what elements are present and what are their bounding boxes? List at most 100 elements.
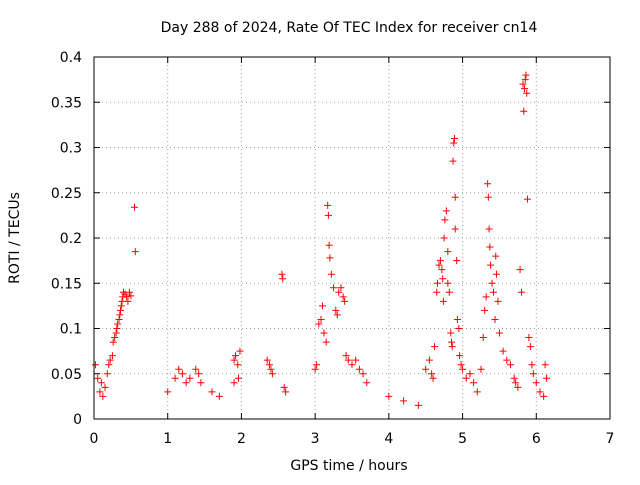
data-point bbox=[442, 207, 450, 215]
data-point bbox=[335, 288, 343, 296]
data-point bbox=[540, 392, 548, 400]
data-point bbox=[428, 370, 436, 378]
data-point bbox=[453, 315, 461, 323]
data-point bbox=[479, 334, 487, 342]
data-point bbox=[355, 365, 363, 373]
data-point bbox=[541, 361, 549, 369]
data-point bbox=[466, 370, 474, 378]
data-point bbox=[451, 193, 459, 201]
data-point bbox=[503, 356, 511, 364]
data-point bbox=[456, 352, 464, 360]
data-point bbox=[124, 297, 132, 305]
data-point bbox=[526, 343, 534, 351]
data-point bbox=[112, 329, 120, 337]
data-point bbox=[117, 306, 125, 314]
data-point bbox=[447, 329, 455, 337]
data-point bbox=[192, 365, 200, 373]
data-point bbox=[440, 234, 448, 242]
data-point bbox=[322, 338, 330, 346]
data-point bbox=[359, 370, 367, 378]
data-point bbox=[512, 379, 520, 387]
y-tick-label: 0.2 bbox=[60, 231, 82, 247]
x-tick-label: 4 bbox=[384, 431, 393, 447]
x-axis-ticks: 0 1 2 3 4 5 6 7 bbox=[90, 57, 614, 447]
data-point bbox=[119, 288, 127, 296]
data-point bbox=[118, 297, 126, 305]
data-point bbox=[439, 297, 447, 305]
y-tick-label: 0.25 bbox=[51, 186, 82, 202]
data-point bbox=[333, 311, 341, 319]
data-point bbox=[337, 284, 345, 292]
data-point bbox=[492, 270, 500, 278]
data-point bbox=[484, 193, 492, 201]
data-point bbox=[267, 365, 275, 373]
data-point bbox=[451, 225, 459, 233]
data-point bbox=[484, 180, 492, 188]
data-point bbox=[457, 361, 465, 369]
x-tick-label: 2 bbox=[237, 431, 246, 447]
data-point bbox=[441, 216, 449, 224]
data-point bbox=[215, 392, 223, 400]
data-point bbox=[101, 383, 109, 391]
x-tick-label: 3 bbox=[311, 431, 320, 447]
data-point bbox=[182, 379, 190, 387]
data-point bbox=[506, 361, 514, 369]
data-point bbox=[324, 201, 332, 209]
data-point bbox=[230, 379, 238, 387]
data-point bbox=[492, 252, 500, 260]
data-point bbox=[491, 315, 499, 323]
data-point bbox=[434, 279, 442, 287]
data-point bbox=[528, 361, 536, 369]
data-point bbox=[317, 315, 325, 323]
data-point bbox=[414, 401, 422, 409]
data-point bbox=[444, 248, 452, 256]
data-point bbox=[178, 370, 186, 378]
data-point bbox=[330, 284, 338, 292]
data-point bbox=[113, 325, 121, 332]
data-point bbox=[268, 370, 276, 378]
data-point bbox=[499, 347, 507, 355]
data-point bbox=[109, 338, 117, 346]
data-point bbox=[327, 270, 335, 278]
data-point bbox=[520, 107, 528, 115]
data-point bbox=[96, 388, 104, 396]
x-axis-label: GPS time / hours bbox=[290, 458, 407, 474]
data-point bbox=[445, 288, 453, 296]
data-point bbox=[326, 254, 334, 262]
data-point bbox=[449, 157, 457, 165]
data-point bbox=[106, 356, 114, 364]
data-point bbox=[462, 374, 470, 382]
data-point bbox=[453, 257, 461, 265]
data-point bbox=[455, 325, 463, 332]
data-point bbox=[234, 374, 242, 382]
data-point bbox=[171, 374, 179, 382]
data-point bbox=[114, 320, 122, 328]
data-point bbox=[97, 379, 105, 387]
data-point bbox=[131, 248, 139, 256]
data-point bbox=[519, 80, 527, 88]
y-tick-label: 0.05 bbox=[51, 367, 82, 383]
data-point bbox=[117, 302, 125, 310]
data-point bbox=[263, 356, 271, 364]
data-point bbox=[91, 361, 99, 369]
data-point bbox=[197, 379, 205, 387]
data-point bbox=[320, 329, 328, 337]
data-point bbox=[230, 356, 238, 364]
data-point bbox=[164, 388, 172, 396]
data-point bbox=[482, 293, 490, 301]
data-point bbox=[131, 203, 139, 211]
data-point bbox=[125, 288, 133, 296]
data-point bbox=[127, 292, 135, 300]
data-point bbox=[448, 343, 456, 351]
data-point bbox=[363, 379, 371, 387]
data-point bbox=[450, 139, 458, 147]
data-point bbox=[175, 365, 183, 373]
data-point bbox=[522, 71, 530, 79]
y-tick-label: 0.3 bbox=[60, 141, 82, 157]
y-tick-label: 0.1 bbox=[60, 322, 82, 338]
data-point bbox=[195, 370, 203, 378]
data-point bbox=[486, 243, 494, 251]
data-point bbox=[116, 311, 124, 319]
